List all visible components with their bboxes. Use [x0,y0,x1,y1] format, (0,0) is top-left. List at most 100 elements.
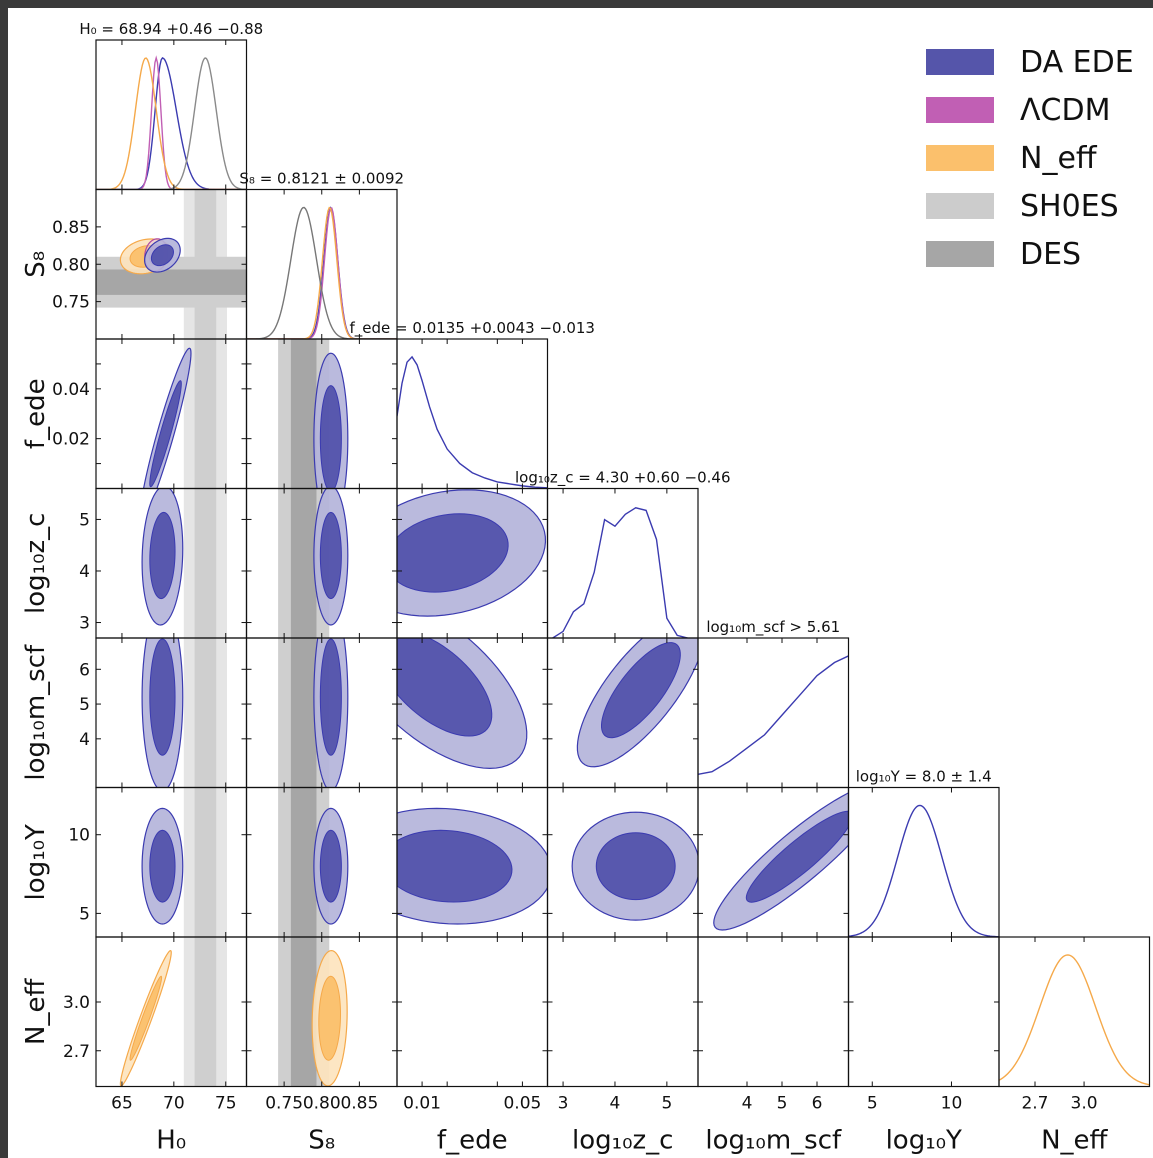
x-tick-label: 2.7 [1021,1094,1048,1114]
contour-1sigma [745,810,849,903]
shoes-band-1sigma [194,937,217,1087]
panel-title: log₁₀z_c = 4.30 +0.60 −0.46 [515,469,731,488]
posterior-log10zc [552,507,688,638]
des-band-1sigma [290,787,317,937]
contour-H0-Neff [119,949,172,1087]
x-tick-label: 4 [742,1094,753,1114]
contour-log10mscf-log10Y [713,792,849,931]
panel-frame [396,338,549,490]
des-band-1sigma [96,269,247,295]
contour-1sigma [319,385,342,489]
panel-title: log₁₀m_scf > 5.61 [706,618,840,637]
contour-fede-log10Y [397,807,548,925]
contour-1sigma [129,975,163,1061]
x-axis-label: log₁₀Y [886,1126,962,1156]
x-tick-label: 0.80 [303,1094,341,1114]
contour-1sigma [397,638,493,737]
contour-S8-Neff [311,949,348,1087]
posterior-Neff [999,954,1150,1086]
shoes-band-group [183,339,227,489]
contour-S8-log10zc [313,488,349,626]
x-tick-label: 70 [163,1094,185,1114]
x-tick-label: 75 [215,1094,237,1114]
panel-frame [998,936,1151,1088]
legend-label: ΛCDM [1020,92,1111,128]
posterior-line [96,57,247,190]
shoes-band-1sigma [194,339,217,489]
x-tick-label: 5 [777,1094,788,1114]
y-tick-label: 4 [79,562,90,582]
contour-1sigma [149,829,176,903]
panel-frame [396,936,549,1088]
shoes-band-group [183,937,227,1087]
y-tick-label: 4 [79,730,90,750]
figure-canvas: 65 70 75 H₀ 0.75 0.80 0.85 S₈ 0.01 0.05 f_ede 3 4 5 lo… [8,8,1153,1158]
y-axis-label: N_eff [21,977,51,1044]
x-tick-label: 65 [111,1094,133,1114]
panel-frame [847,786,1000,938]
legend-swatch [926,241,994,267]
panel-title: log₁₀Y = 8.0 ± 1.4 [856,768,992,786]
panel-title: H₀ = 68.94 +0.46 −0.88 [79,20,263,38]
y-tick-label: 5 [79,510,90,530]
posterior-line [698,655,849,776]
contour-1sigma [319,829,342,903]
contour-1sigma [595,832,676,901]
contour-H0-log10mscf [141,638,184,788]
panel-frame [847,936,1000,1088]
posterior-S8 [246,206,397,339]
x-axis-label: S₈ [308,1126,335,1156]
y-tick-label: 3 [79,614,90,634]
contour-1sigma [397,829,513,903]
legend-item-lcdm: ΛCDM [926,86,1134,134]
y-axis-label: log₁₀Y [21,824,51,900]
legend: DA EDE ΛCDM N_eff SH0ES DES [926,38,1134,278]
legend-item-des: DES [926,230,1134,278]
x-tick-label: 0.01 [403,1094,441,1114]
posterior-line [96,55,247,190]
y-axis-label: S₈ [21,251,51,278]
x-tick-label: 5 [867,1094,878,1114]
x-axis-label: log₁₀z_c [572,1126,673,1156]
contour-1sigma [319,638,342,756]
legend-swatch [926,97,994,123]
posterior-line [999,954,1150,1086]
x-tick-label: 0.75 [265,1094,303,1114]
panel-frame [546,487,699,639]
y-axis-label: log₁₀z_c [21,513,51,614]
des-band-1sigma [290,638,317,788]
y-tick-label: 0.85 [52,218,90,238]
contour-S8-fede [313,352,349,489]
x-tick-label: 5 [661,1094,672,1114]
shoes-band-1sigma [194,638,217,788]
posterior-line [552,507,688,638]
des-band-1sigma [290,488,317,638]
x-tick-label: 3 [558,1094,569,1114]
x-axis-label: H₀ [156,1126,186,1156]
y-tick-label: 2.7 [63,1042,90,1062]
des-band-1sigma [290,339,317,489]
posterior-line [246,206,397,339]
contour-fede-log10zc [397,489,547,617]
y-tick-label: 10 [68,826,90,846]
panel-frame [697,637,850,789]
posterior-line [848,804,999,937]
contour-H0-log10Y [141,807,184,925]
panel-title: f_ede = 0.0135 +0.0043 −0.013 [350,319,595,338]
posterior-line [246,206,397,339]
legend-label: SH0ES [1020,188,1119,224]
contour-1sigma [600,642,681,739]
posterior-fede [397,355,548,489]
contour-H0-log10zc [141,488,184,626]
y-tick-label: 5 [79,695,90,715]
posterior-log10mscf [698,655,849,776]
contour-1sigma [319,511,342,600]
contour-fede-log10mscf [397,638,528,769]
panel-frame [95,39,248,191]
x-tick-label: 6 [812,1094,823,1114]
posterior-line [96,57,247,190]
contour-1sigma [149,511,176,600]
posterior-line [96,57,247,190]
posterior-H0 [96,55,247,190]
